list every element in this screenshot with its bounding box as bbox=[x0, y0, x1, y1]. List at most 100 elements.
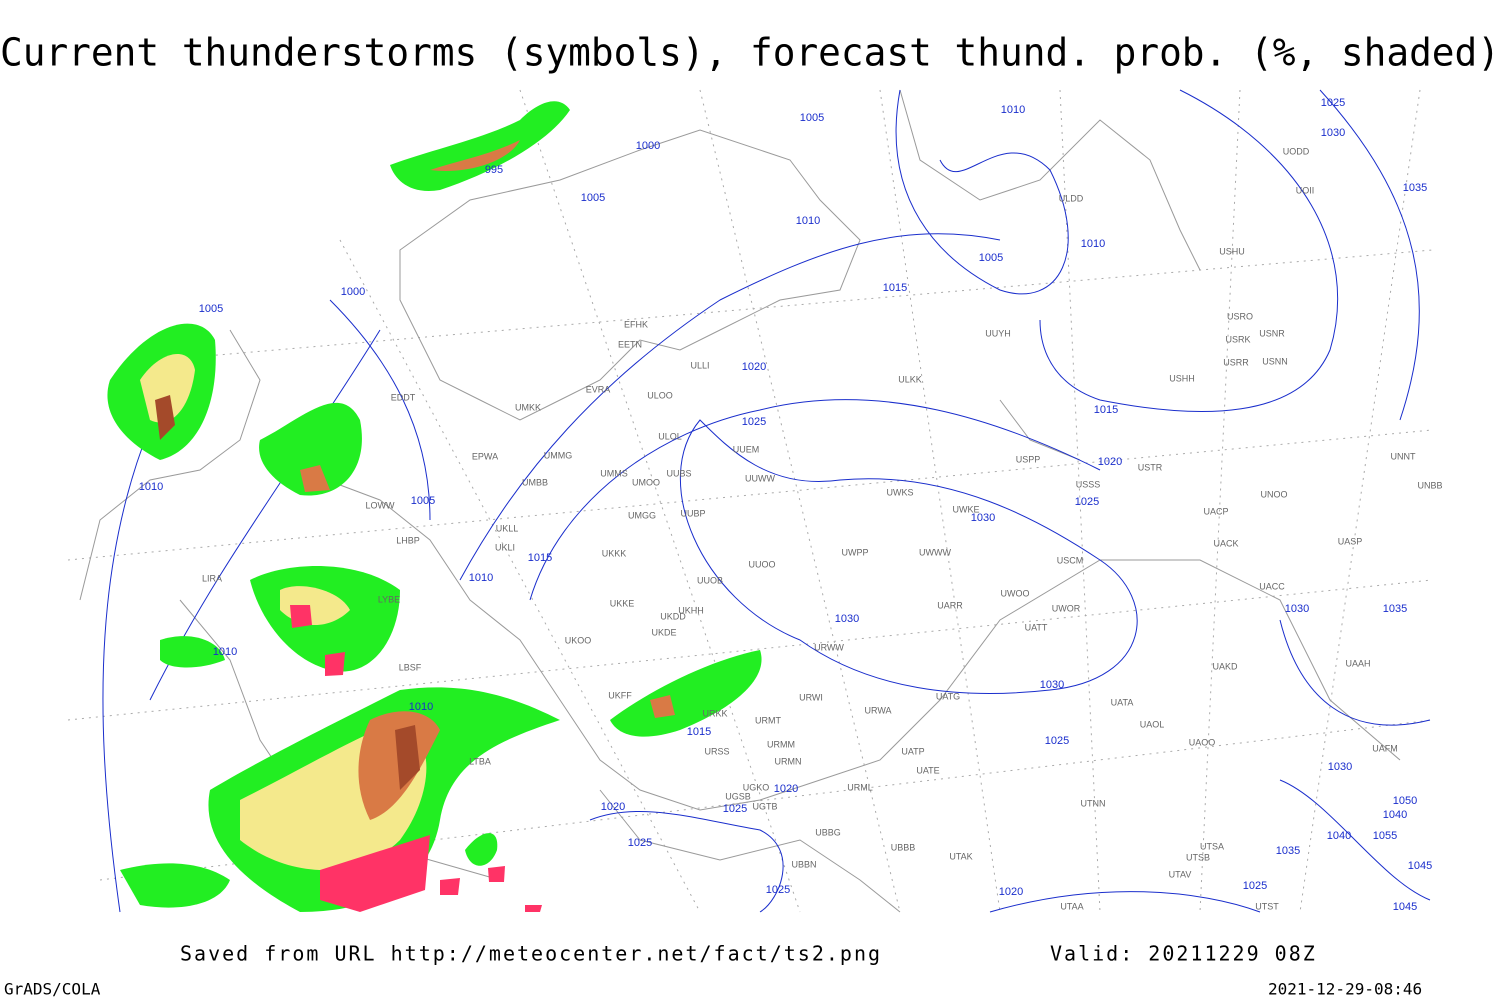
station-code: UMMG bbox=[544, 450, 573, 460]
station-code: LIRA bbox=[202, 573, 222, 583]
isobar-label: 1040 bbox=[1383, 809, 1407, 821]
station-code: UASP bbox=[1338, 536, 1363, 546]
isobar-label: 1045 bbox=[1393, 901, 1417, 913]
station-code: UTNN bbox=[1081, 798, 1106, 808]
isobar-label: 1015 bbox=[883, 282, 907, 294]
station-code: USRO bbox=[1227, 311, 1253, 321]
isobar-label: 1035 bbox=[1403, 182, 1427, 194]
isobar-label: 1030 bbox=[1328, 761, 1352, 773]
isobar-label: 1000 bbox=[636, 140, 660, 152]
station-code: UUBS bbox=[666, 468, 691, 478]
station-code: UWKE bbox=[953, 504, 980, 514]
isobar-label: 1035 bbox=[1276, 845, 1300, 857]
station-code: EVRA bbox=[586, 384, 611, 394]
station-code: UTAV bbox=[1169, 869, 1192, 879]
station-code: ULOO bbox=[647, 390, 673, 400]
station-code: USRK bbox=[1225, 334, 1250, 344]
isobar-label: 1050 bbox=[1393, 795, 1417, 807]
station-code: UATE bbox=[916, 765, 939, 775]
station-code: ULDD bbox=[1059, 193, 1084, 203]
isobar-label: 1025 bbox=[1045, 735, 1069, 747]
station-code: UNOO bbox=[1261, 489, 1288, 499]
isobar-label: 1010 bbox=[409, 701, 433, 713]
isobar-label: 1015 bbox=[528, 552, 552, 564]
isobar-label: 1035 bbox=[1383, 603, 1407, 615]
station-code: USHU bbox=[1219, 246, 1245, 256]
isobar-label: 1000 bbox=[341, 286, 365, 298]
station-code: UKKE bbox=[610, 598, 635, 608]
station-code: UNNT bbox=[1391, 451, 1416, 461]
station-code: USCM bbox=[1057, 555, 1084, 565]
isobar-label: 1010 bbox=[796, 215, 820, 227]
isobar-label: 1015 bbox=[1094, 404, 1118, 416]
station-code: UATA bbox=[1111, 697, 1134, 707]
station-code: UMGG bbox=[628, 510, 656, 520]
station-code: USPP bbox=[1016, 454, 1041, 464]
isobar-label: 1020 bbox=[774, 783, 798, 795]
station-code: UWKS bbox=[887, 487, 914, 497]
isobar-label: 1030 bbox=[835, 613, 859, 625]
station-code: URMN bbox=[775, 756, 802, 766]
station-code: URSS bbox=[704, 746, 729, 756]
station-code: UGTB bbox=[752, 801, 777, 811]
isobar-label: 1030 bbox=[1040, 679, 1064, 691]
station-code: EFHK bbox=[624, 319, 648, 329]
isobar-label: 1055 bbox=[1373, 830, 1397, 842]
station-code: UUOB bbox=[697, 575, 723, 585]
station-code: URWA bbox=[865, 705, 892, 715]
station-code: USHH bbox=[1169, 373, 1195, 383]
station-code: UWOO bbox=[1001, 588, 1030, 598]
station-code: URWI bbox=[799, 692, 823, 702]
station-code: EDDT bbox=[391, 392, 416, 402]
isobar-label: 1005 bbox=[979, 252, 1003, 264]
station-code: UAAH bbox=[1345, 658, 1370, 668]
station-code: UKOO bbox=[565, 635, 592, 645]
station-code: URMT bbox=[755, 715, 781, 725]
station-code: LHBP bbox=[396, 535, 420, 545]
station-code: LOWW bbox=[366, 500, 396, 510]
station-code: UKLI bbox=[495, 542, 515, 552]
isobar-label: 1015 bbox=[687, 726, 711, 738]
station-code: LBSF bbox=[399, 662, 422, 672]
station-code: UKDD bbox=[660, 611, 686, 621]
station-code: LYBE bbox=[378, 594, 400, 604]
station-code: UWOR bbox=[1052, 603, 1081, 613]
isobar-label: 1020 bbox=[742, 361, 766, 373]
station-code: UOII bbox=[1296, 185, 1315, 195]
station-code: UTSA bbox=[1200, 841, 1224, 851]
station-code: UKHH bbox=[678, 605, 704, 615]
station-code: USTR bbox=[1138, 462, 1163, 472]
isobar-label: 1010 bbox=[1001, 104, 1025, 116]
isobar-label: 1020 bbox=[601, 801, 625, 813]
isobar-label: 1025 bbox=[1075, 496, 1099, 508]
station-code: UAOO bbox=[1189, 737, 1216, 747]
isobar-label: 1025 bbox=[766, 884, 790, 896]
title: Current thunderstorms (symbols), forecas… bbox=[0, 31, 1500, 75]
station-code: UACC bbox=[1259, 581, 1285, 591]
station-code: UATP bbox=[901, 746, 924, 756]
station-code: UWPP bbox=[842, 547, 869, 557]
software: GrADS/COLA bbox=[4, 980, 101, 999]
station-code: USNR bbox=[1259, 328, 1285, 338]
isobar-label: 1005 bbox=[411, 495, 435, 507]
station-code: UMMS bbox=[600, 468, 628, 478]
station-code: UGKO bbox=[743, 782, 770, 792]
isobar-label: 1010 bbox=[469, 572, 493, 584]
isobar-label: 1025 bbox=[628, 837, 652, 849]
station-code: UUOO bbox=[749, 559, 776, 569]
station-code: UARR bbox=[937, 600, 963, 610]
isobar-label: 1010 bbox=[1081, 238, 1105, 250]
station-code: UODD bbox=[1283, 146, 1310, 156]
station-code: USRR bbox=[1223, 357, 1249, 367]
isobar-label: 1025 bbox=[723, 803, 747, 815]
isobar-label: 1030 bbox=[971, 512, 995, 524]
station-code: UMOO bbox=[632, 477, 660, 487]
isobar-label: 1025 bbox=[742, 416, 766, 428]
isobar-label: 1005 bbox=[581, 192, 605, 204]
station-code: UNBB bbox=[1417, 480, 1442, 490]
station-code: UAKD bbox=[1212, 661, 1238, 671]
station-code: EETN bbox=[618, 339, 642, 349]
isobar-label: 995 bbox=[485, 164, 503, 176]
